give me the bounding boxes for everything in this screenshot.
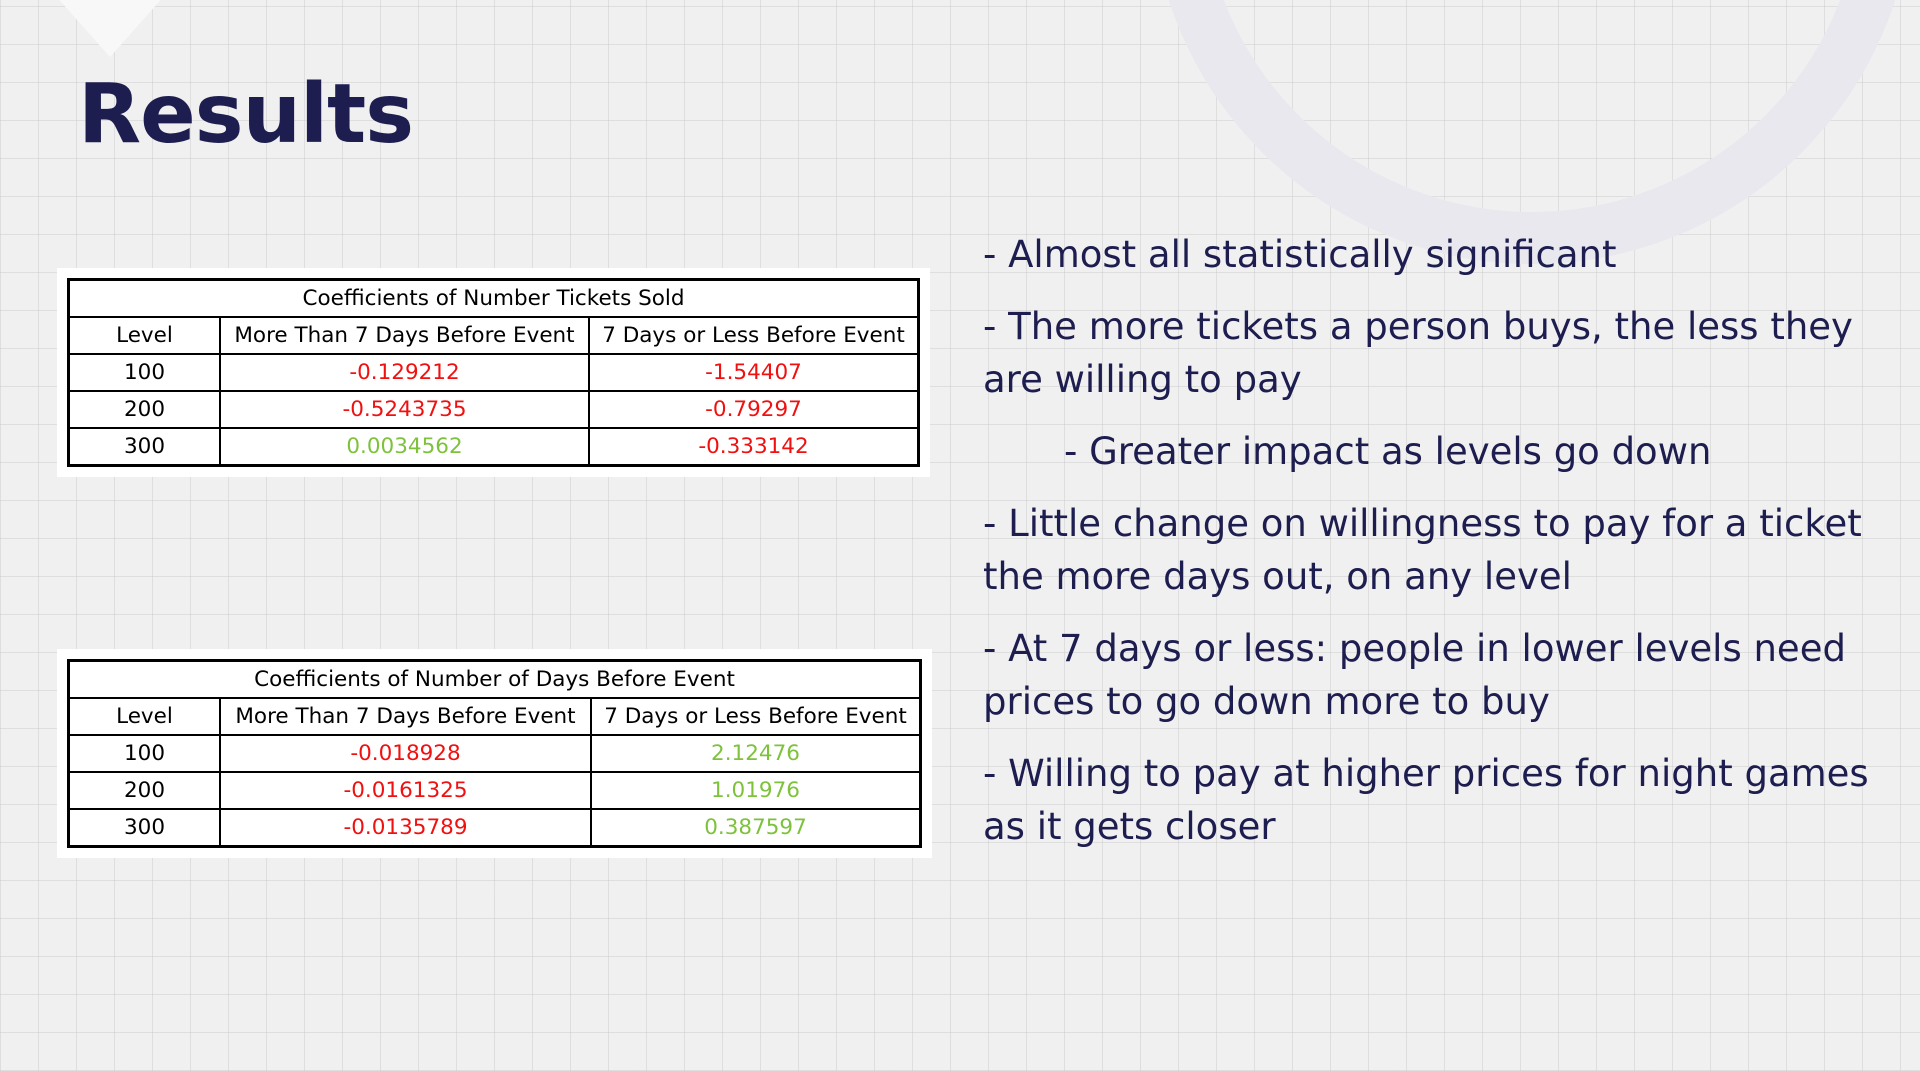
coefficient-cell: 1.01976 xyxy=(590,771,922,810)
coefficient-cell: 0.387597 xyxy=(590,808,922,848)
bullet-item: - Almost all statistically significant xyxy=(983,233,1617,276)
coefficient-cell: -0.0135789 xyxy=(219,808,592,848)
coefficient-cell: 0.0034562 xyxy=(219,427,590,467)
findings-list: - Almost all statistically significant -… xyxy=(983,228,1883,872)
level-cell: 100 xyxy=(67,734,221,773)
level-cell: 100 xyxy=(67,353,221,392)
coefficient-cell: -0.018928 xyxy=(219,734,592,773)
coefficient-cell: -0.0161325 xyxy=(219,771,592,810)
bullet-item: - Willing to pay at higher prices for ni… xyxy=(983,752,1869,848)
table-row: 300 -0.0135789 0.387597 xyxy=(67,808,922,848)
days-before-table-card: Coefficients of Number of Days Before Ev… xyxy=(57,649,932,858)
table-header-row: Level More Than 7 Days Before Event 7 Da… xyxy=(67,316,920,355)
tickets-sold-table-card: Coefficients of Number Tickets Sold Leve… xyxy=(57,268,930,477)
days-before-coefficients-table: Coefficients of Number of Days Before Ev… xyxy=(67,659,922,848)
table-caption-row: Coefficients of Number Tickets Sold xyxy=(67,278,920,318)
tickets-sold-coefficients-table: Coefficients of Number Tickets Sold Leve… xyxy=(67,278,920,467)
column-header-more-than-7-days: More Than 7 Days Before Event xyxy=(219,316,590,355)
coefficient-cell: -0.129212 xyxy=(219,353,590,392)
bullet-item: - The more tickets a person buys, the le… xyxy=(983,305,1853,401)
table-row: 100 -0.018928 2.12476 xyxy=(67,734,922,773)
column-header-level: Level xyxy=(67,697,221,736)
table-row: 300 0.0034562 -0.333142 xyxy=(67,427,920,467)
table-header-row: Level More Than 7 Days Before Event 7 Da… xyxy=(67,697,922,736)
table-row: 200 -0.5243735 -0.79297 xyxy=(67,390,920,429)
coefficient-cell: -0.79297 xyxy=(588,390,920,429)
slide-title: Results xyxy=(78,67,414,162)
column-header-more-than-7-days: More Than 7 Days Before Event xyxy=(219,697,592,736)
coefficient-cell: -1.54407 xyxy=(588,353,920,392)
level-cell: 200 xyxy=(67,771,221,810)
column-header-7-days-or-less: 7 Days or Less Before Event xyxy=(590,697,922,736)
level-cell: 200 xyxy=(67,390,221,429)
coefficient-cell: 2.12476 xyxy=(590,734,922,773)
column-header-7-days-or-less: 7 Days or Less Before Event xyxy=(588,316,920,355)
table-caption: Coefficients of Number of Days Before Ev… xyxy=(67,659,922,699)
decorative-triangle xyxy=(55,0,165,57)
coefficient-cell: -0.333142 xyxy=(588,427,920,467)
bullet-item: - At 7 days or less: people in lower lev… xyxy=(983,627,1846,723)
table-row: 200 -0.0161325 1.01976 xyxy=(67,771,922,810)
level-cell: 300 xyxy=(67,427,221,467)
table-row: 100 -0.129212 -1.54407 xyxy=(67,353,920,392)
level-cell: 300 xyxy=(67,808,221,848)
table-caption-row: Coefficients of Number of Days Before Ev… xyxy=(67,659,922,699)
bullet-subitem: - Greater impact as levels go down xyxy=(1064,430,1712,473)
decorative-ring xyxy=(1150,0,1914,264)
table-caption: Coefficients of Number Tickets Sold xyxy=(67,278,920,318)
coefficient-cell: -0.5243735 xyxy=(219,390,590,429)
column-header-level: Level xyxy=(67,316,221,355)
bullet-item: - Little change on willingness to pay fo… xyxy=(983,502,1862,598)
